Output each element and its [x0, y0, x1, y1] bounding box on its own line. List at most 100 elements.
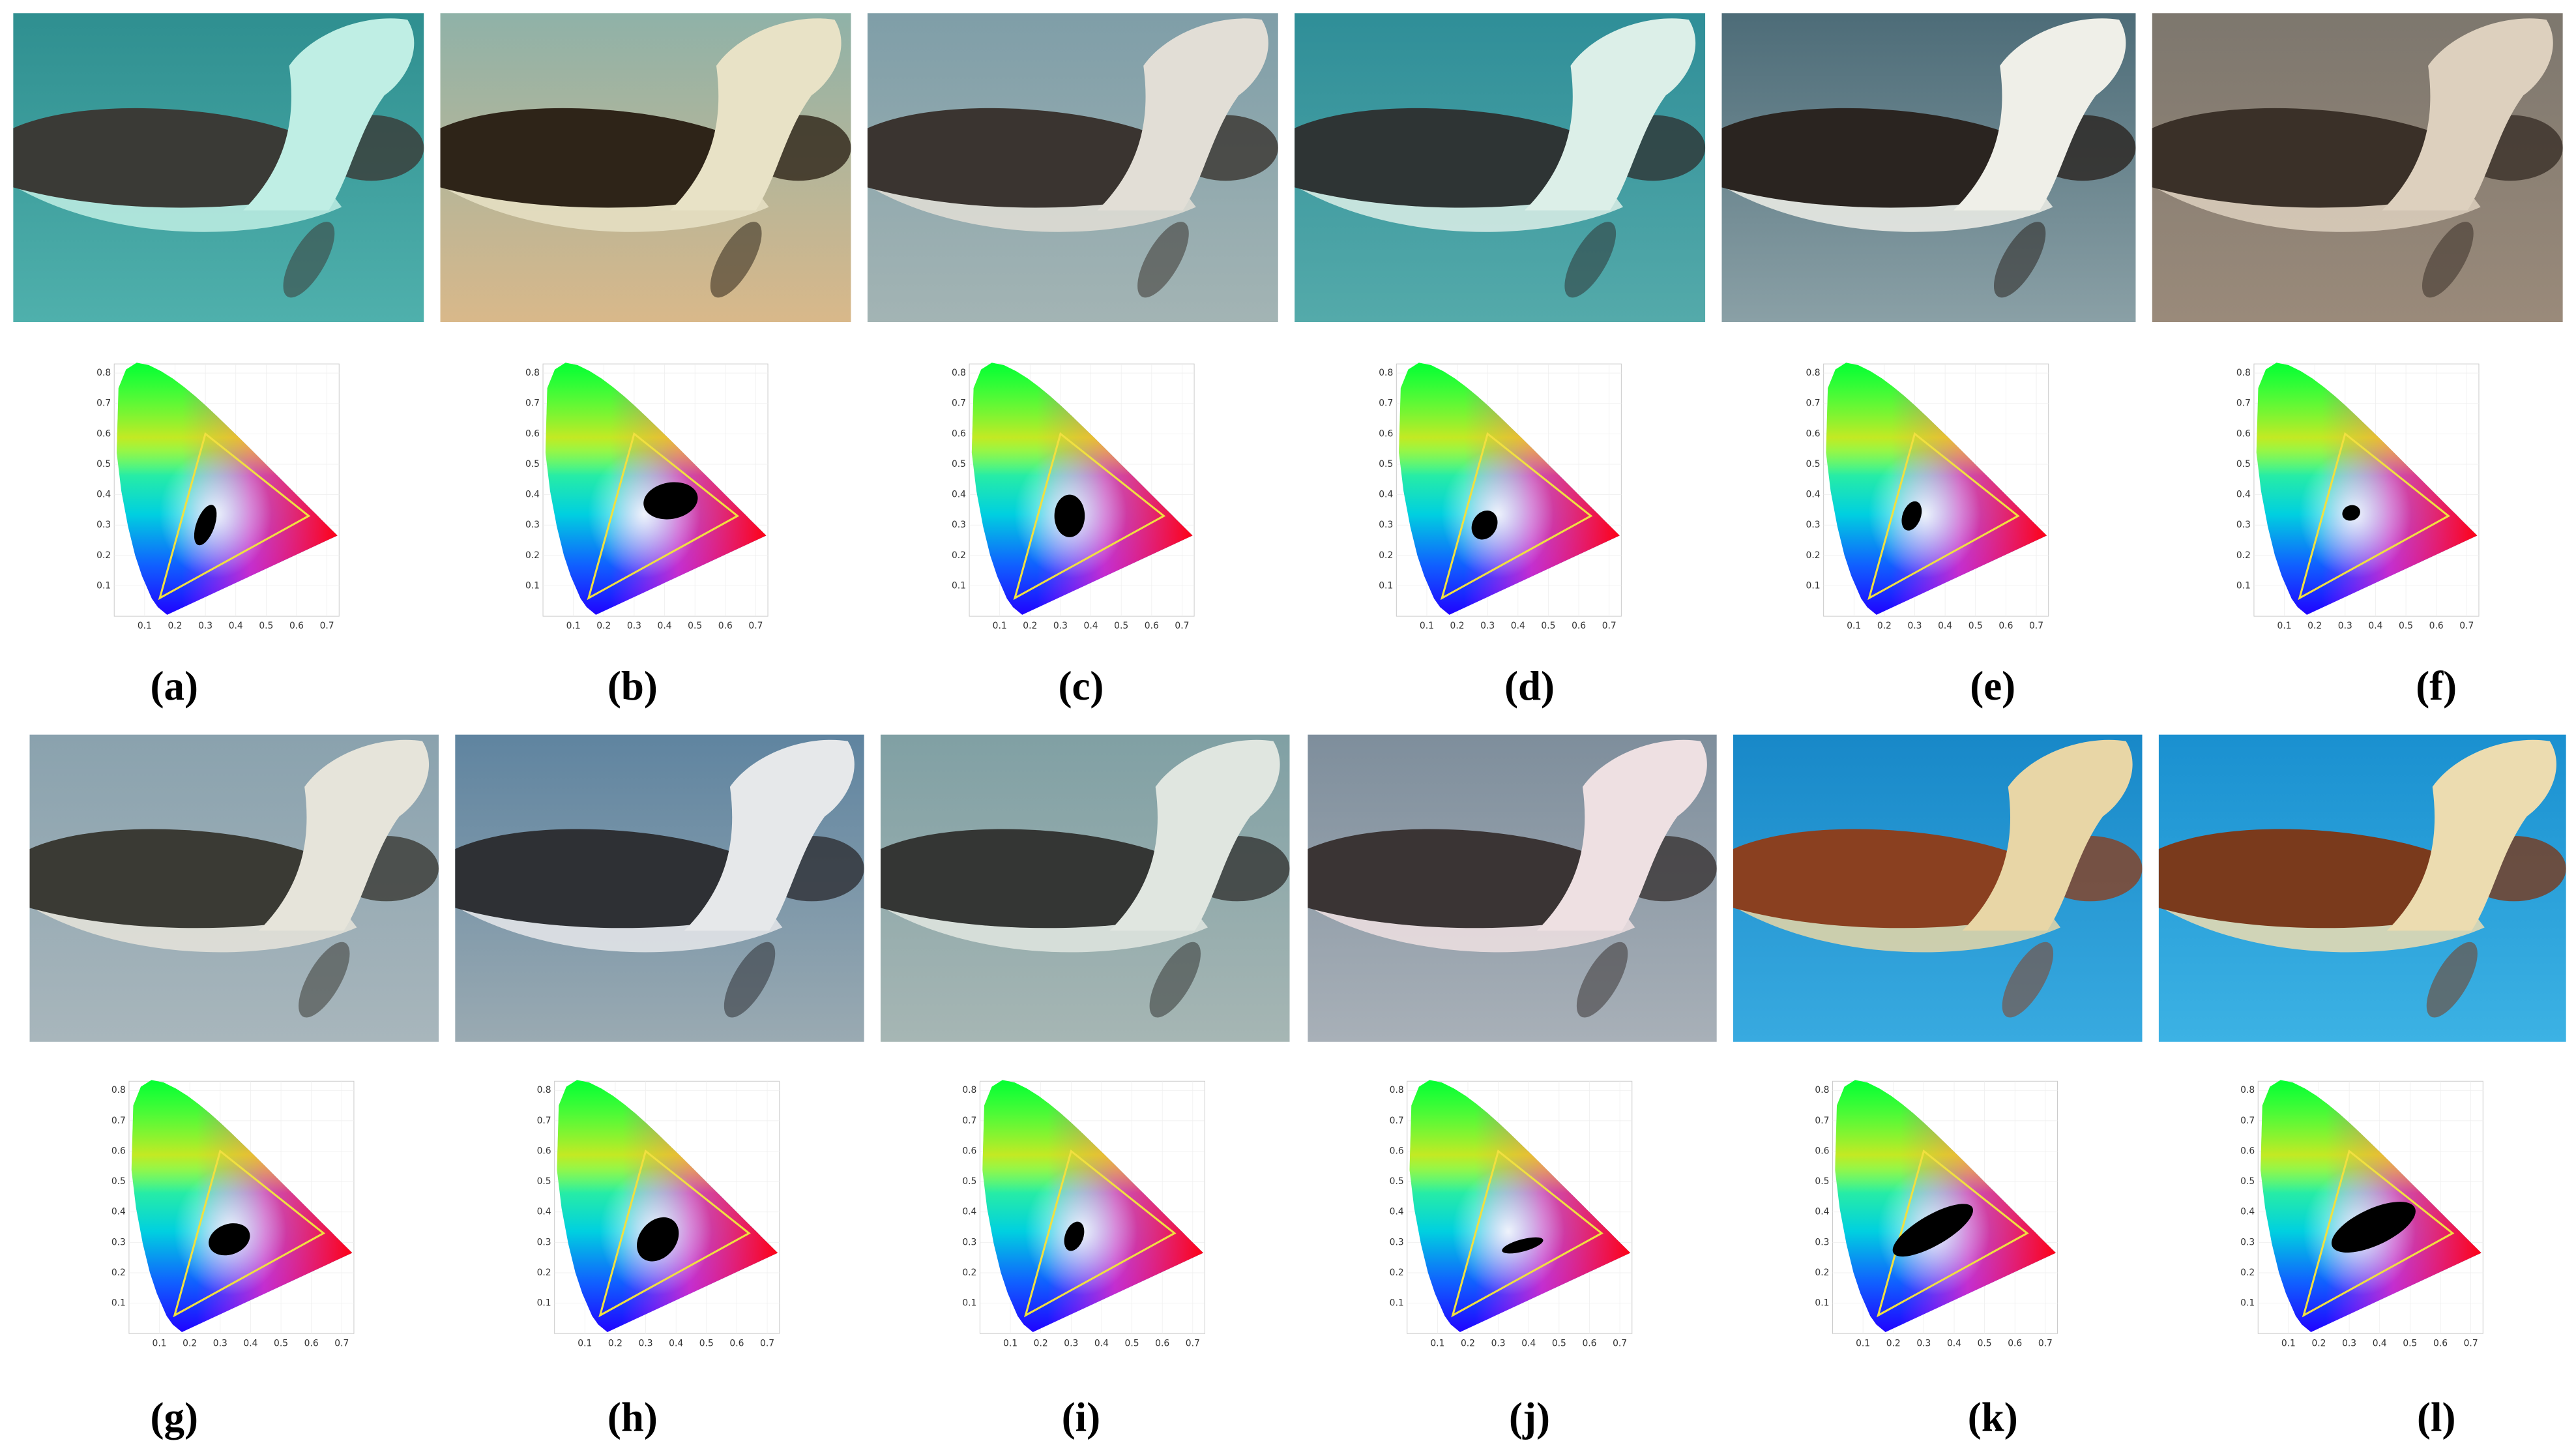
fin-shadow — [2422, 222, 2474, 298]
color-scatter — [637, 1217, 679, 1262]
y-tick-label: 0.8 — [1379, 368, 1393, 378]
y-tick-label: 0.3 — [1390, 1237, 1404, 1247]
diagram-frame — [554, 1080, 780, 1334]
color-scatter — [1054, 494, 1085, 537]
x-tick-label: 0.7 — [1175, 621, 1189, 631]
fin-shadow — [710, 222, 762, 298]
horseshoe — [557, 1080, 778, 1332]
horseshoe — [982, 1080, 1203, 1332]
y-tick-label: 0.5 — [525, 459, 540, 469]
panel-label: (e) — [1970, 663, 2015, 709]
x-tick-label: 0.5 — [2403, 1338, 2417, 1348]
y-tick-label: 0.4 — [537, 1207, 551, 1217]
horseshoe — [1399, 363, 1620, 615]
x-tick-label: 0.7 — [320, 621, 334, 631]
horseshoe-fill — [1835, 1080, 2056, 1332]
x-tick-label: 0.7 — [2464, 1338, 2478, 1348]
turtle — [1721, 18, 2136, 298]
horseshoe — [1409, 1080, 1631, 1332]
color-scatter — [209, 1223, 250, 1256]
shell — [29, 829, 349, 929]
y-tick-label: 0.6 — [111, 1146, 126, 1156]
flipper — [2382, 18, 2553, 211]
y-tick-label: 0.6 — [962, 1146, 976, 1156]
panel: 0.1 0.2 0.3 0.4 0.5 0.6 0.7 0.1 0.2 0.3 0.4 0.5 0.6 0… — [2158, 734, 2566, 1440]
y-tick-label: 0.3 — [952, 520, 966, 530]
y-tick-label: 0.2 — [1806, 550, 1821, 561]
x-tick-label: 0.1 — [1003, 1338, 1017, 1348]
horseshoe — [2256, 363, 2478, 615]
x-tick-label: 0.4 — [229, 621, 243, 631]
y-tick-label: 0.6 — [1379, 428, 1393, 439]
fin-shadow — [283, 222, 335, 298]
turtle-image — [440, 13, 851, 322]
x-tick-label: 0.1 — [153, 1338, 167, 1348]
turtle-image — [1295, 13, 1706, 322]
y-tick-label: 0.6 — [1806, 428, 1821, 439]
x-tick-label: 0.7 — [2459, 621, 2474, 631]
shell — [867, 108, 1188, 208]
turtle-image — [1721, 13, 2136, 322]
y-tick-label: 0.2 — [962, 1268, 976, 1278]
y-tick-label: 0.2 — [952, 550, 966, 561]
x-tick-label: 0.3 — [627, 621, 641, 631]
y-tick-label: 0.6 — [2236, 428, 2251, 439]
diagram-frame — [113, 363, 340, 617]
turtle-image — [455, 734, 864, 1042]
x-tick-label: 0.4 — [1094, 1338, 1109, 1348]
x-tick-label: 0.4 — [243, 1338, 257, 1348]
panel: 0.1 0.2 0.3 0.4 0.5 0.6 0.7 0.1 0.2 0.3 0.4 0.5 0.6 0… — [1721, 13, 2136, 709]
y-tick-label: 0.3 — [962, 1237, 976, 1247]
diagram-frame — [128, 1080, 355, 1334]
panel-label: (l) — [2417, 1395, 2455, 1440]
shell — [1721, 108, 2045, 208]
x-tick-label: 0.2 — [608, 1338, 622, 1348]
x-tick-label: 0.5 — [1552, 1338, 1566, 1348]
srgb-triangle — [2298, 432, 2451, 601]
y-tick-label: 0.8 — [962, 1085, 976, 1095]
x-tick-label: 0.7 — [1602, 621, 1617, 631]
turtle — [440, 18, 851, 298]
y-tick-label: 0.3 — [537, 1237, 551, 1247]
chromaticity-diagram: 0.1 0.2 0.3 0.4 0.5 0.6 0.7 0.1 0.2 0.3 0.4 0.5 0.6 0… — [1379, 363, 1622, 631]
y-tick-label: 0.7 — [525, 398, 540, 409]
y-tick-label: 0.2 — [1379, 550, 1393, 561]
y-tick-label: 0.3 — [96, 520, 111, 530]
x-tick-label: 0.6 — [729, 1338, 744, 1348]
x-tick-label: 0.6 — [1155, 1338, 1169, 1348]
y-tick-label: 0.3 — [111, 1237, 126, 1247]
srgb-triangle — [587, 432, 740, 601]
panel: 0.1 0.2 0.3 0.4 0.5 0.6 0.7 0.1 0.2 0.3 0.4 0.5 0.6 0… — [29, 734, 439, 1440]
y-tick-label: 0.7 — [1379, 398, 1393, 409]
panel: 0.1 0.2 0.3 0.4 0.5 0.6 0.7 0.1 0.2 0.3 0.4 0.5 0.6 0… — [455, 734, 864, 1440]
turtle — [880, 739, 1290, 1018]
srgb-triangle — [1013, 432, 1166, 601]
x-tick-label: 0.5 — [1541, 621, 1555, 631]
x-tick-label: 0.2 — [183, 1338, 197, 1348]
y-tick-label: 0.4 — [525, 490, 540, 500]
panel-label: (c) — [1058, 663, 1104, 709]
horseshoe-fill — [1409, 1080, 1631, 1332]
x-tick-label: 0.7 — [760, 1338, 774, 1348]
x-tick-label: 0.3 — [198, 621, 212, 631]
diagram-frame — [2253, 363, 2480, 617]
srgb-triangle — [1023, 1149, 1177, 1318]
x-tick-label: 0.2 — [1877, 621, 1892, 631]
chromaticity-diagram: 0.1 0.2 0.3 0.4 0.5 0.6 0.7 0.1 0.2 0.3 0.4 0.5 0.6 0… — [952, 363, 1195, 631]
srgb-triangle — [173, 1149, 326, 1318]
flipper — [684, 739, 855, 931]
y-tick-label: 0.1 — [525, 580, 540, 591]
y-tick-label: 0.1 — [2240, 1298, 2255, 1309]
shell — [2158, 829, 2477, 929]
y-tick-label: 0.1 — [96, 580, 111, 591]
x-tick-label: 0.2 — [168, 621, 182, 631]
turtle — [2158, 739, 2566, 1018]
shell — [1308, 829, 1627, 929]
x-tick-label: 0.7 — [2038, 1338, 2053, 1348]
y-tick-label: 0.2 — [537, 1268, 551, 1278]
y-tick-label: 0.4 — [1806, 490, 1821, 500]
fin-shadow — [1564, 222, 1617, 298]
shell — [2152, 108, 2473, 208]
x-tick-label: 0.1 — [2277, 621, 2292, 631]
